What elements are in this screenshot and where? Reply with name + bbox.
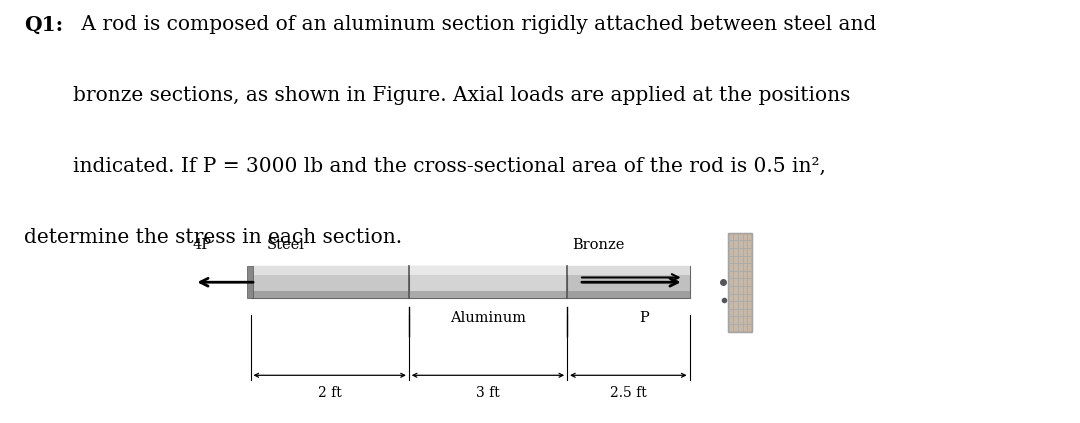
Bar — [728, 233, 753, 332]
Bar — [567, 266, 689, 298]
Bar — [409, 266, 567, 275]
Text: indicated. If P = 3000 lb and the cross-sectional area of the rod is 0.5 in²,: indicated. If P = 3000 lb and the cross-… — [73, 157, 826, 176]
Bar — [251, 266, 409, 298]
Text: A rod is composed of an aluminum section rigidly attached between steel and: A rod is composed of an aluminum section… — [75, 15, 876, 34]
Bar — [247, 266, 253, 298]
Text: 3 ft: 3 ft — [476, 386, 500, 400]
Text: bronze sections, as shown in Figure. Axial loads are applied at the positions: bronze sections, as shown in Figure. Axi… — [73, 86, 851, 105]
Text: Bronze: Bronze — [572, 238, 625, 252]
Bar — [409, 266, 567, 298]
Bar — [251, 291, 409, 298]
Text: Q1:: Q1: — [24, 15, 63, 35]
Text: P: P — [639, 311, 649, 325]
Text: Steel: Steel — [267, 238, 305, 252]
Text: determine the stress in each section.: determine the stress in each section. — [24, 228, 402, 247]
Text: 2 ft: 2 ft — [318, 386, 341, 400]
Bar — [251, 266, 409, 275]
Bar — [409, 291, 567, 298]
Text: Aluminum: Aluminum — [450, 311, 526, 325]
Text: 2.5 ft: 2.5 ft — [610, 386, 647, 400]
Bar — [567, 291, 689, 298]
Bar — [567, 266, 689, 275]
Text: 4P: 4P — [192, 238, 212, 252]
